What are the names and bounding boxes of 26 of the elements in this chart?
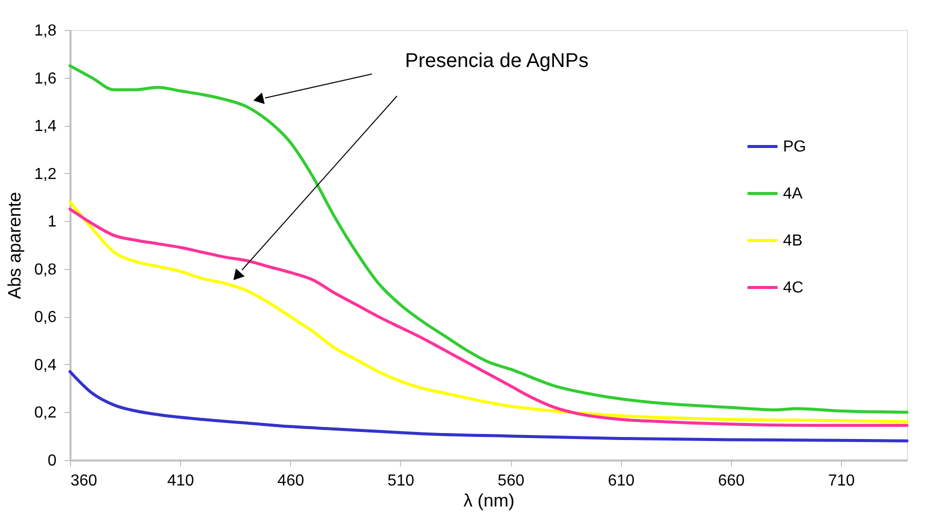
y-tick-label: 0,8	[34, 261, 57, 278]
line-series	[68, 370, 908, 442]
y-tick-label: 0	[48, 452, 57, 470]
y-tick-label: 0,2	[34, 404, 57, 422]
legend-label: 4B	[783, 232, 803, 250]
x-tick-label: 510	[388, 472, 414, 490]
x-tick-label: 710	[828, 472, 855, 490]
y-axis-title: Abs aparente	[4, 192, 24, 300]
y-tick-label: 1	[48, 214, 57, 231]
y-tick-label: 0,6	[34, 309, 57, 326]
x-tick-label: 460	[277, 472, 304, 490]
y-tick-label: 1,8	[34, 22, 57, 40]
x-tick-label: 660	[718, 472, 745, 490]
legend-label: PG	[783, 138, 806, 156]
legend-label: 4C	[783, 280, 804, 296]
x-tick-label: 560	[498, 472, 524, 490]
y-tick-label: 0,4	[34, 356, 57, 374]
y-tick-label: 1,4	[34, 118, 57, 136]
legend-label: 4A	[783, 186, 803, 202]
x-axis-title: λ (nm)	[464, 490, 514, 510]
y-tick-label: 1,6	[34, 70, 57, 88]
x-tick-label: 610	[608, 472, 635, 490]
x-tick-label: 360	[70, 472, 98, 490]
annotation: Presencia de AgNPs	[405, 50, 588, 72]
x-tick-label: 410	[167, 472, 194, 490]
y-tick-label: 1,2	[34, 166, 57, 183]
